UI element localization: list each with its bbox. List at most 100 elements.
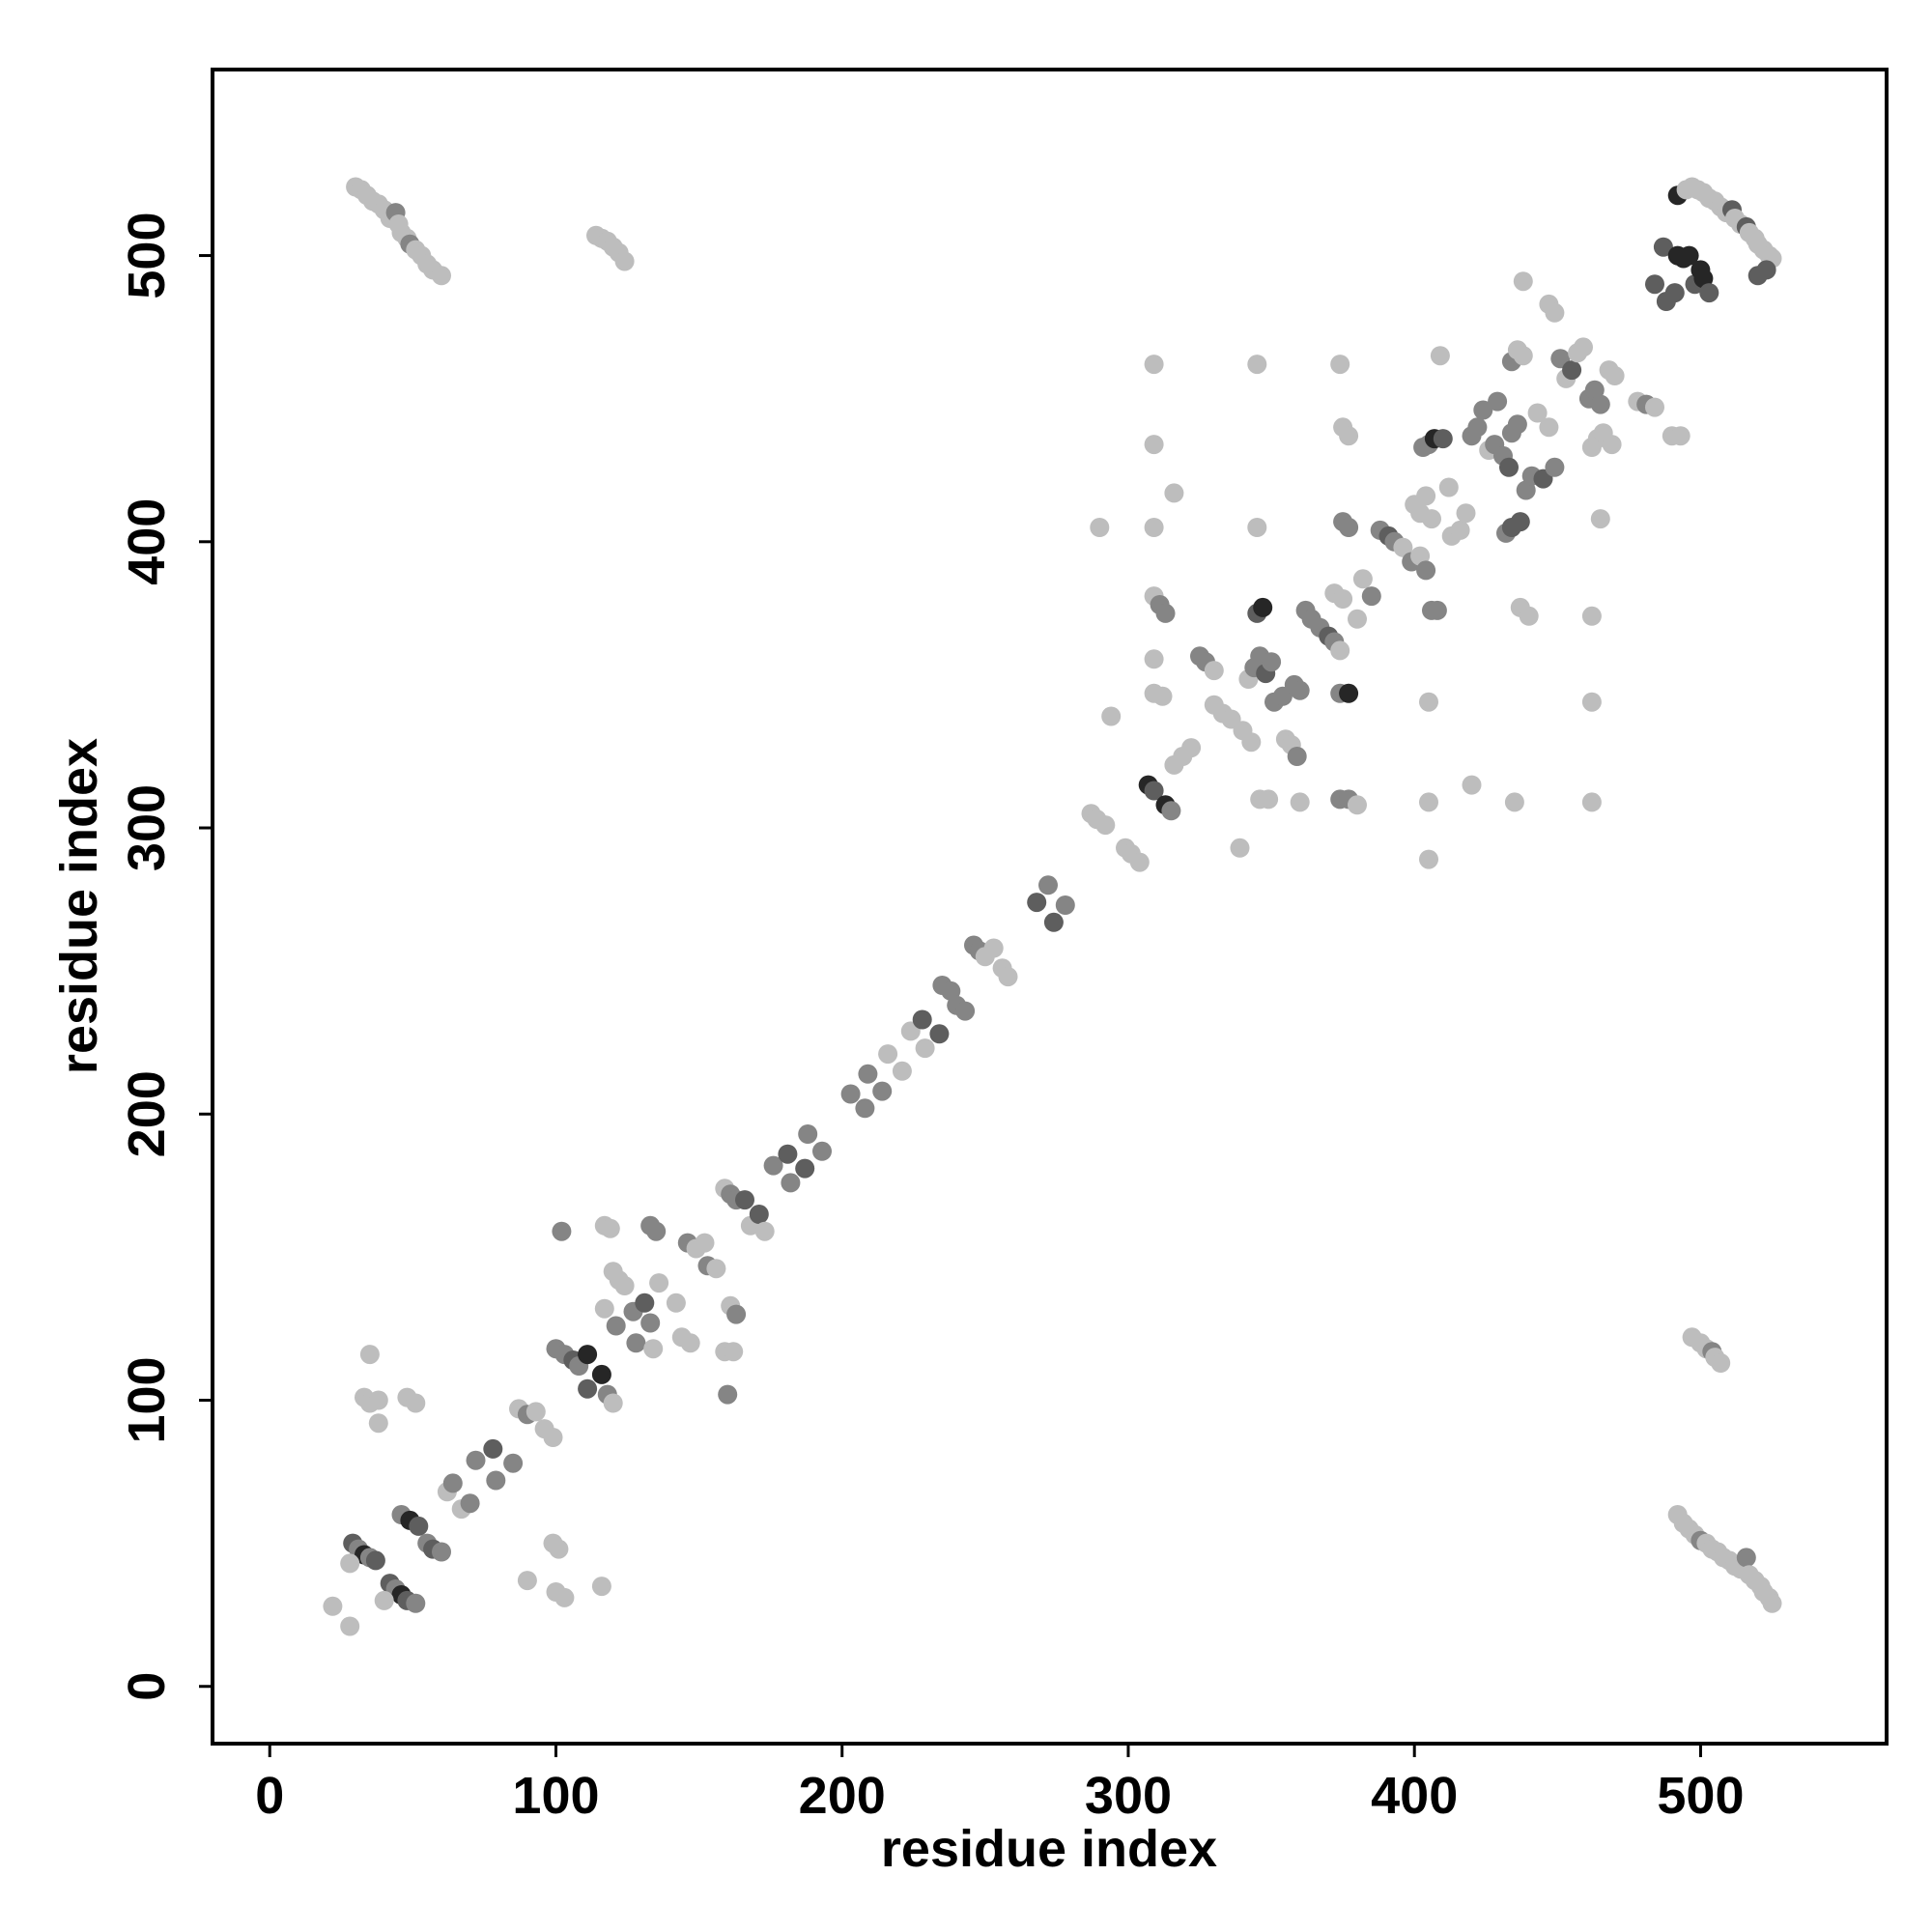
data-point-5 — [340, 1553, 360, 1574]
data-point-243 — [1527, 403, 1548, 423]
data-point-67 — [643, 1339, 664, 1359]
y-tick-label: 300 — [118, 784, 176, 871]
data-point-211 — [1427, 600, 1447, 620]
data-point-303 — [1756, 260, 1776, 280]
data-point-165 — [1259, 789, 1279, 810]
data-point-272 — [1645, 274, 1664, 295]
x-tick-label: 200 — [799, 1767, 886, 1825]
data-point-58 — [594, 1298, 614, 1319]
data-point-70 — [646, 1221, 667, 1241]
data-point-133 — [1144, 355, 1164, 375]
x-axis: 0 100 200 300 400 500 — [255, 1744, 1744, 1825]
y-axis-title: residue index — [50, 738, 108, 1074]
data-point-92 — [778, 1144, 798, 1164]
data-point-183 — [1339, 683, 1359, 703]
data-point-138 — [1155, 603, 1176, 623]
x-tick-label: 0 — [255, 1767, 284, 1825]
data-point-33 — [486, 1470, 506, 1491]
data-point-120 — [1055, 895, 1075, 915]
data-point-198 — [1393, 537, 1413, 557]
data-point-118 — [1038, 875, 1058, 895]
data-point-215 — [1430, 346, 1450, 366]
data-point-163 — [1247, 355, 1267, 375]
data-point-125 — [1101, 706, 1122, 726]
data-point-222 — [1473, 400, 1493, 420]
data-point-55 — [591, 1577, 611, 1597]
data-point-73 — [680, 1333, 700, 1353]
data-point-99 — [855, 1098, 875, 1119]
data-point-48 — [603, 1393, 623, 1413]
data-point-57 — [600, 1218, 620, 1238]
data-point-161 — [1253, 597, 1273, 617]
data-point-142 — [1164, 483, 1184, 503]
data-point-87 — [735, 1190, 754, 1210]
data-point-191 — [1339, 518, 1359, 537]
data-point-104 — [912, 1009, 932, 1030]
data-point-64 — [626, 1333, 646, 1353]
data-point-117 — [1027, 893, 1047, 913]
data-point-154 — [1241, 732, 1262, 753]
data-point-23 — [359, 1345, 380, 1365]
data-point-49 — [552, 1221, 572, 1241]
x-tick-label: 100 — [512, 1767, 599, 1825]
data-point-24 — [368, 1413, 388, 1434]
data-point-186 — [1348, 795, 1367, 815]
data-point-34 — [503, 1453, 524, 1473]
data-point-80 — [724, 1342, 744, 1362]
data-point-83 — [726, 1304, 747, 1324]
data-point-148 — [1204, 661, 1224, 681]
data-point-76 — [695, 1233, 715, 1253]
data-point-228 — [1499, 457, 1519, 477]
data-point-264 — [1590, 509, 1610, 529]
data-point-239 — [1504, 792, 1524, 812]
data-point-110 — [955, 1001, 976, 1021]
data-point-262 — [1581, 692, 1602, 712]
data-point-68 — [649, 1273, 669, 1293]
x-tick-label: 500 — [1657, 1767, 1744, 1825]
data-point-16 — [409, 1516, 429, 1536]
y-axis: 0 100 200 300 400 500 — [118, 213, 213, 1701]
data-point-170 — [1287, 747, 1307, 766]
data-point-189 — [1339, 426, 1359, 446]
x-tick-label: 300 — [1085, 1767, 1172, 1825]
data-point-44 — [578, 1345, 598, 1365]
data-point-153 — [1230, 838, 1250, 858]
data-point-28 — [442, 1473, 463, 1493]
data-point-45 — [578, 1378, 598, 1399]
data-point-19 — [432, 1542, 451, 1562]
data-point-97 — [840, 1084, 861, 1104]
data-point-96 — [812, 1141, 832, 1161]
data-point-13 — [374, 1590, 394, 1610]
data-point-247 — [1545, 302, 1565, 323]
x-tick-label: 400 — [1371, 1767, 1458, 1825]
data-point-7 — [340, 1616, 360, 1636]
data-point-124 — [1090, 518, 1110, 537]
data-point-351 — [1762, 1593, 1782, 1613]
data-point-172 — [1290, 680, 1310, 700]
data-point-179 — [1330, 640, 1350, 661]
data-point-123 — [1095, 815, 1116, 836]
data-point-135 — [1144, 518, 1164, 537]
data-point-116 — [998, 967, 1018, 987]
data-point-266 — [1605, 366, 1625, 385]
data-point-248 — [1545, 457, 1565, 477]
data-point-4 — [365, 1550, 385, 1571]
data-point-145 — [1181, 738, 1202, 758]
data-point-22 — [368, 1390, 388, 1410]
data-point-225 — [1462, 775, 1482, 795]
data-point-81 — [718, 1384, 738, 1405]
data-point-66 — [640, 1313, 661, 1333]
data-point-212 — [1419, 692, 1438, 712]
data-point-332 — [1711, 1353, 1731, 1373]
data-point-130 — [1144, 781, 1164, 801]
y-tick-label: 400 — [118, 498, 176, 585]
data-point-271 — [1670, 426, 1690, 446]
data-point-78 — [706, 1259, 726, 1279]
data-point-6 — [323, 1596, 343, 1616]
data-point-245 — [1539, 417, 1559, 438]
data-point-204 — [1416, 486, 1436, 506]
data-point-62 — [606, 1316, 626, 1336]
data-point-91 — [763, 1155, 783, 1176]
